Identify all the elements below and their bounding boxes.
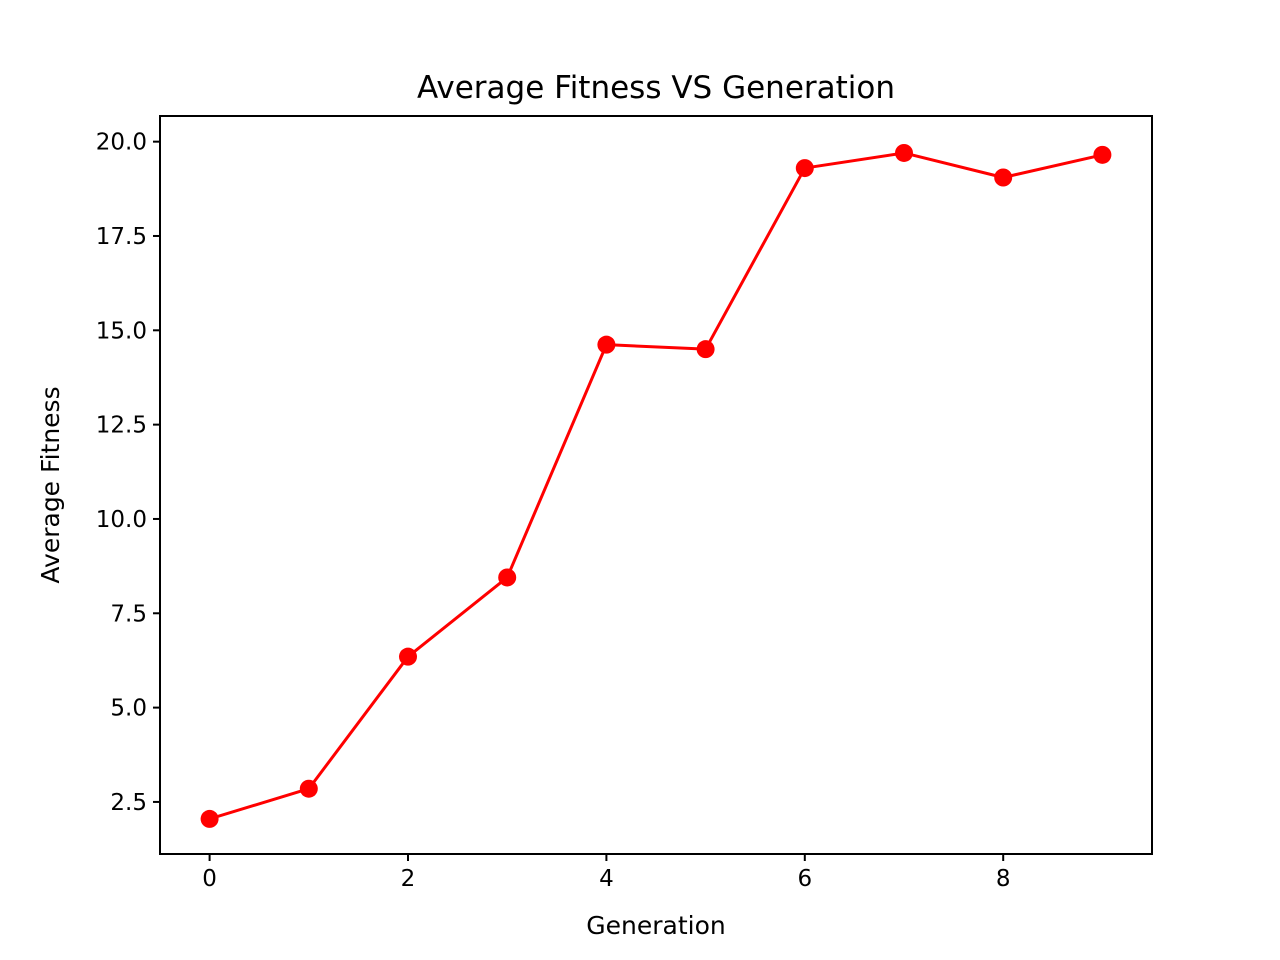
x-tick-label: 4 — [599, 866, 614, 892]
y-tick-label: 17.5 — [96, 224, 147, 250]
y-tick-label: 20.0 — [96, 130, 147, 156]
x-tick-label: 2 — [401, 866, 416, 892]
data-point — [498, 568, 517, 587]
y-axis-label: Average Fitness — [36, 386, 65, 583]
plot-area — [159, 115, 1153, 855]
data-point — [1093, 145, 1112, 164]
data-point — [200, 809, 219, 828]
axes-frame — [159, 115, 1153, 855]
y-axis: 2.5 5.0 7.5 10.0 12.5 15.0 17.5 20.0 — [96, 130, 160, 816]
data-point — [597, 335, 616, 354]
x-tick-label: 6 — [797, 866, 812, 892]
series-layer — [200, 143, 1112, 828]
data-point — [795, 159, 814, 178]
series-line — [207, 151, 1105, 821]
y-tick-label: 10.0 — [96, 507, 147, 533]
x-tick-label: 0 — [202, 866, 217, 892]
y-tick-label: 2.5 — [110, 790, 147, 816]
y-tick-label: 12.5 — [96, 413, 147, 439]
data-point — [299, 779, 318, 798]
data-point — [895, 143, 913, 162]
y-tick-label: 5.0 — [110, 696, 147, 722]
x-tick-label: 8 — [996, 866, 1011, 892]
y-tick-label: 15.0 — [96, 318, 147, 344]
data-point — [696, 340, 715, 359]
x-axis-label: Generation — [586, 911, 725, 940]
chart-title: Average Fitness VS Generation — [417, 70, 895, 106]
data-point — [399, 647, 417, 666]
x-axis: 0 2 4 6 8 — [202, 854, 1011, 892]
y-tick-label: 7.5 — [110, 601, 147, 627]
data-point — [994, 168, 1013, 187]
